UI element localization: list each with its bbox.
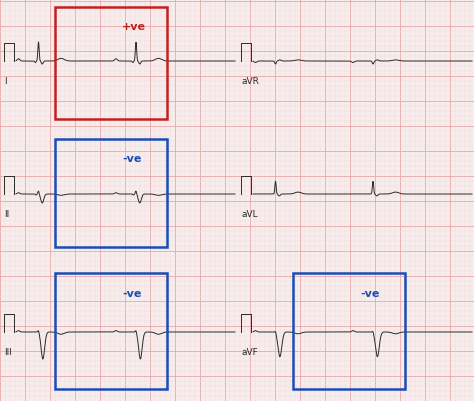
Text: I: I xyxy=(4,77,7,86)
Text: II: II xyxy=(4,209,9,219)
Text: aVR: aVR xyxy=(241,77,259,86)
Text: -ve: -ve xyxy=(360,288,380,298)
Text: III: III xyxy=(4,347,12,356)
Bar xyxy=(293,273,405,389)
Bar xyxy=(55,140,167,247)
Text: aVF: aVF xyxy=(241,347,258,356)
Text: -ve: -ve xyxy=(122,288,142,298)
Bar xyxy=(55,273,167,389)
Text: -ve: -ve xyxy=(122,153,142,163)
Text: aVL: aVL xyxy=(241,209,258,219)
Text: +ve: +ve xyxy=(122,22,146,32)
Bar xyxy=(55,8,167,120)
